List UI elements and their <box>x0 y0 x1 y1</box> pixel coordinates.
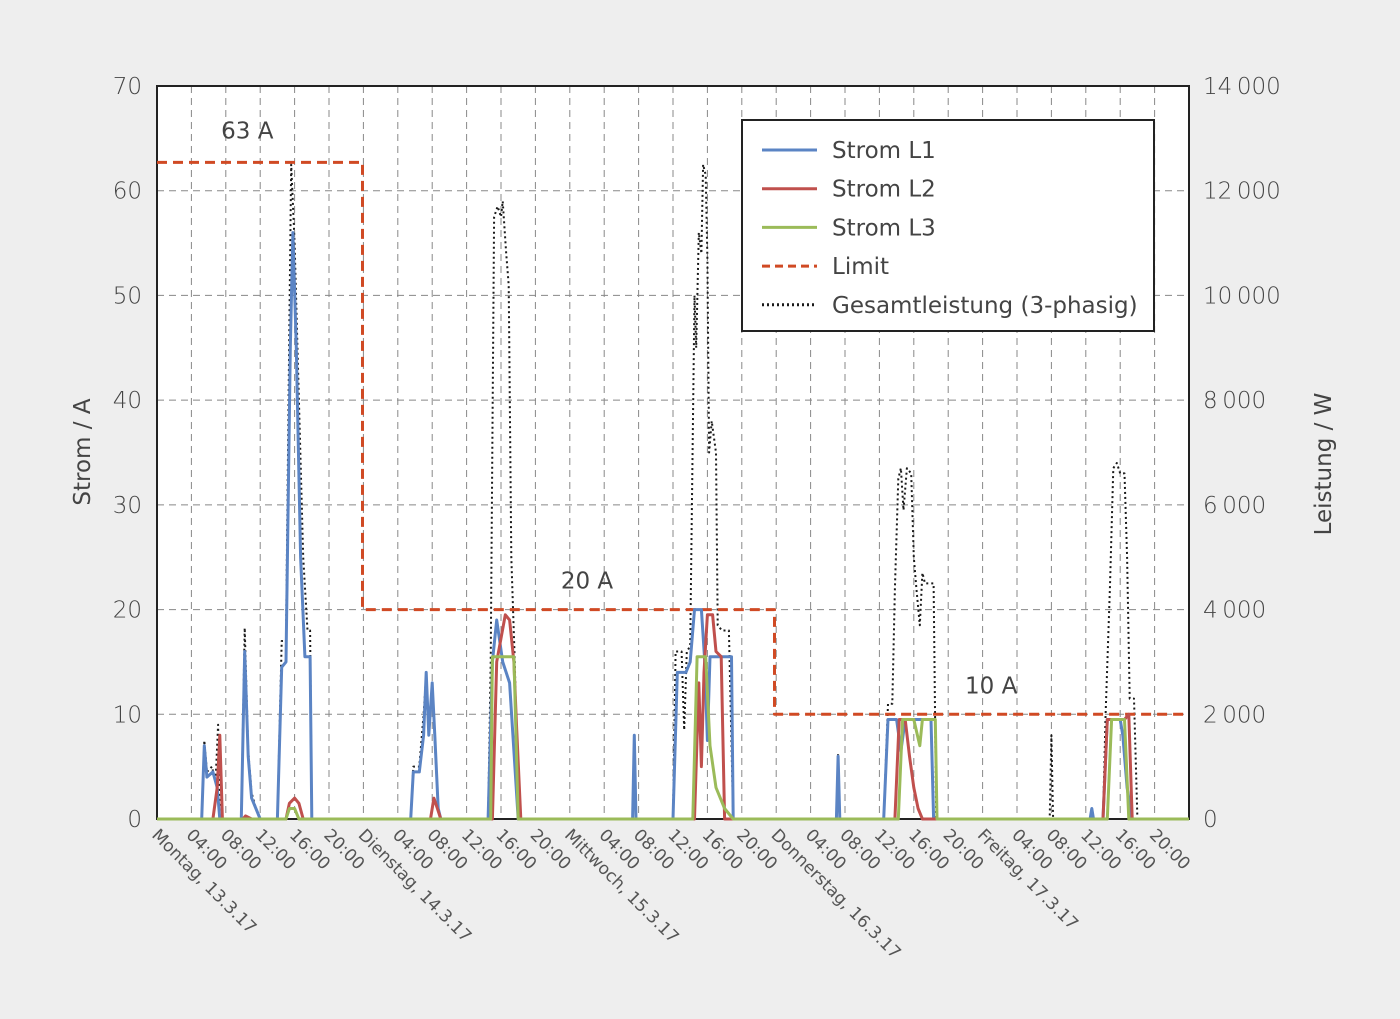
y-left-tick-label: 10 <box>113 702 142 728</box>
y-right-tick-label: 0 <box>1203 807 1218 833</box>
y-left-tick-label: 0 <box>127 807 142 833</box>
legend-label: Strom L2 <box>832 177 936 203</box>
y-right-tick-label: 6 000 <box>1203 493 1266 519</box>
y-left-tick-label: 70 <box>113 74 142 100</box>
y-left-tick-label: 60 <box>113 179 142 205</box>
legend-label: Strom L1 <box>832 138 936 164</box>
legend-label: Strom L3 <box>832 215 936 241</box>
series-group <box>157 160 1189 821</box>
y-left-tick-label: 20 <box>113 598 142 624</box>
y-axis-left-ticks: 0 10 20 30 40 50 60 70 <box>113 74 142 833</box>
y-axis-left-title: Strom / A <box>70 398 96 505</box>
legend: Strom L1 Strom L2 Strom L3 Limit Gesamtleist… <box>741 119 1155 332</box>
y-axis-right-title: Leistung / W <box>1311 393 1337 536</box>
x-axis-ticks: Montag, 13.3.1704:0008:0012:0016:0020:00… <box>147 825 1193 963</box>
limit-annotation: 63 A <box>221 118 274 144</box>
legend-box <box>741 119 1155 332</box>
annotations: 63 A 20 A 10 A <box>221 118 1017 699</box>
y-left-tick-label: 40 <box>113 388 142 414</box>
limit-annotation: 10 A <box>965 673 1018 699</box>
y-right-tick-label: 12 000 <box>1203 179 1281 205</box>
legend-label: Limit <box>832 254 889 280</box>
y-left-tick-label: 30 <box>113 493 142 519</box>
limit-annotation: 20 A <box>561 569 614 595</box>
series-line-gesamtleistung-3-phasig <box>157 163 1189 820</box>
y-right-tick-label: 14 000 <box>1203 74 1281 100</box>
y-right-tick-label: 4 000 <box>1203 598 1266 624</box>
series-line-strom-l3 <box>157 655 1189 821</box>
y-axis-right-ticks: 0 2 000 4 000 6 000 8 000 10 000 12 000 14 000 <box>1203 74 1281 833</box>
y-right-tick-label: 8 000 <box>1203 388 1266 414</box>
y-right-tick-label: 2 000 <box>1203 702 1266 728</box>
y-left-tick-label: 50 <box>113 283 142 309</box>
legend-label: Gesamtleistung (3-phasig) <box>832 293 1138 319</box>
series-line-limit <box>157 160 1189 716</box>
y-right-tick-label: 10 000 <box>1203 283 1281 309</box>
